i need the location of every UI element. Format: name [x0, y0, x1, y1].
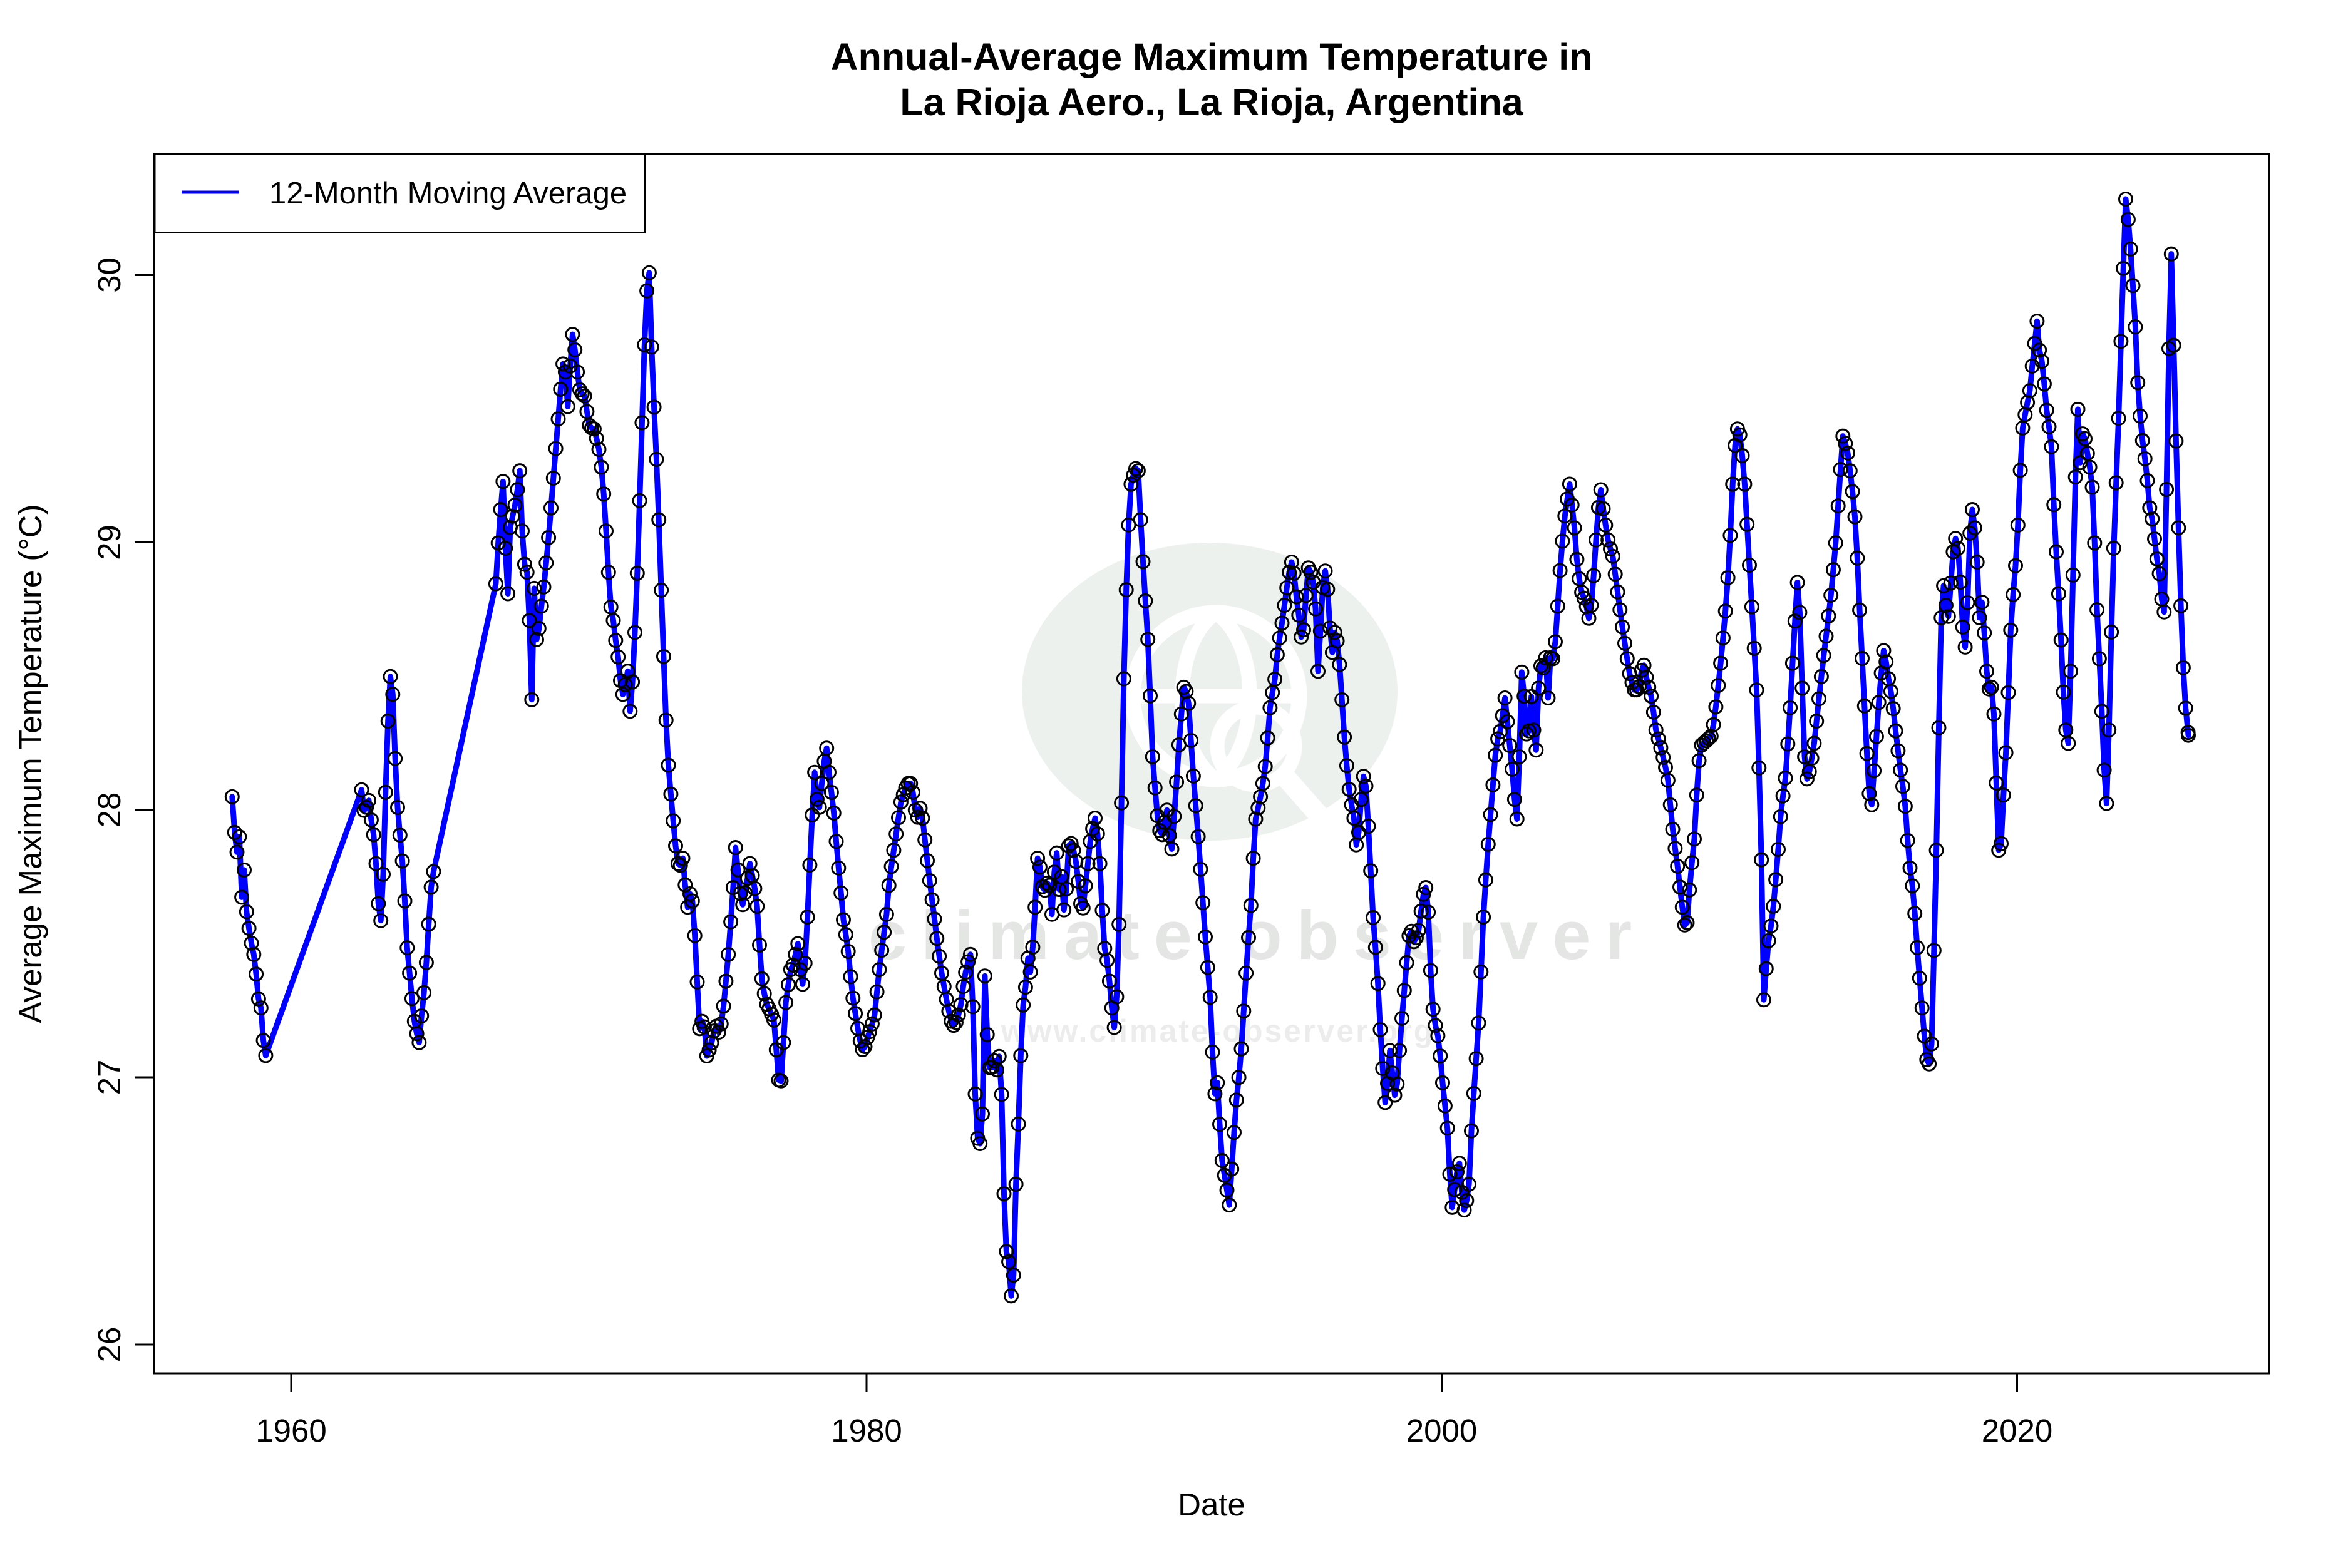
- svg-text:29: 29: [91, 525, 127, 560]
- svg-text:1960: 1960: [255, 1413, 326, 1448]
- svg-text:www.climate-observer.org: www.climate-observer.org: [1001, 1013, 1435, 1048]
- svg-text:Annual-Average Maximum Tempera: Annual-Average Maximum Temperature in: [831, 36, 1593, 78]
- svg-text:30: 30: [91, 257, 127, 293]
- svg-text:La Rioja Aero., La Rioja, Arge: La Rioja Aero., La Rioja, Argentina: [900, 81, 1523, 123]
- svg-text:1980: 1980: [831, 1413, 902, 1448]
- svg-text:Date: Date: [1178, 1487, 1245, 1522]
- svg-text:2020: 2020: [1982, 1413, 2052, 1448]
- svg-text:28: 28: [91, 792, 127, 828]
- svg-text:12-Month Moving Average: 12-Month Moving Average: [269, 177, 627, 210]
- svg-text:Average Maximum Temperature (°: Average Maximum Temperature (°C): [13, 504, 48, 1023]
- svg-text:2000: 2000: [1406, 1413, 1477, 1448]
- svg-text:27: 27: [91, 1060, 127, 1095]
- svg-text:26: 26: [91, 1327, 127, 1363]
